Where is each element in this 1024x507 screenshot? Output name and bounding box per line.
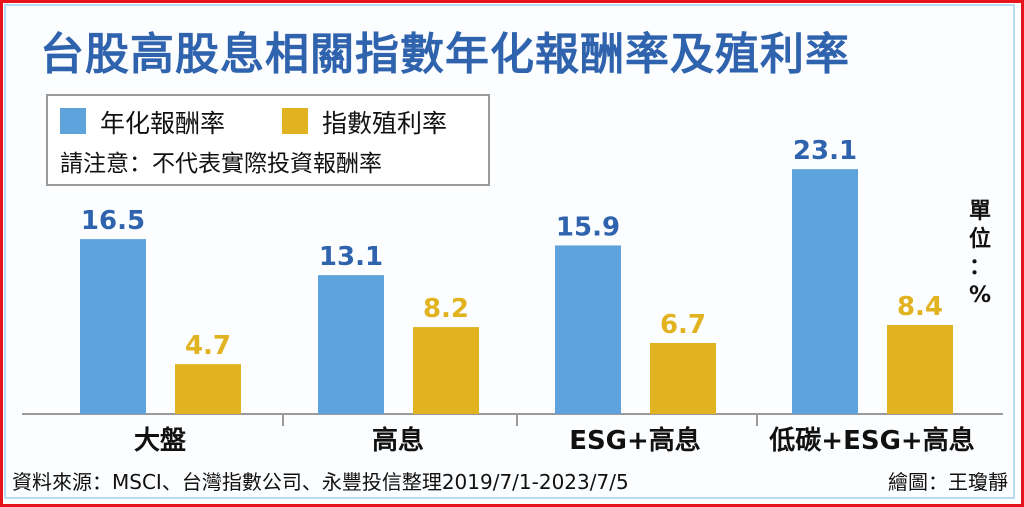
value-label: 23.1 <box>793 136 857 166</box>
bar-yield <box>650 342 716 414</box>
legend-label-dividend-yield: 指數殖利率 <box>322 109 448 138</box>
unit-char: 位 <box>968 227 991 252</box>
value-label: 13.1 <box>319 242 383 272</box>
legend: 年化報酬率 指數殖利率 請注意：不代表實際投資報酬率 <box>46 94 490 186</box>
value-label: 8.4 <box>897 292 943 322</box>
category-label: 低碳+ESG+高息 <box>768 425 974 456</box>
legend-swatch-dividend-yield <box>282 108 308 134</box>
legend-label-annual-return: 年化報酬率 <box>100 109 226 138</box>
unit-char: 單 <box>968 199 991 224</box>
value-label: 15.9 <box>556 212 620 242</box>
bar-return <box>792 169 858 414</box>
bar-yield <box>413 327 479 414</box>
bar-return <box>80 239 146 414</box>
bar-yield <box>175 364 241 414</box>
category-label: 高息 <box>372 425 424 456</box>
chart-title: 台股高股息相關指數年化報酬率及殖利率 <box>40 29 850 80</box>
value-label: 6.7 <box>660 310 706 340</box>
bar-yield <box>887 324 953 414</box>
bar-return <box>318 275 384 414</box>
unit-char: % <box>968 283 992 308</box>
source-note: 資料來源：MSCI、台灣指數公司、永豐投信整理2019/7/1-2023/7/5 <box>12 470 629 494</box>
category-label: 大盤 <box>134 426 187 456</box>
legend-note: 請注意：不代表實際投資報酬率 <box>60 151 382 177</box>
value-label: 8.2 <box>423 294 469 324</box>
value-label: 4.7 <box>185 331 231 361</box>
legend-swatch-annual-return <box>60 108 86 134</box>
unit-char: ： <box>968 255 991 280</box>
category-label: ESG+高息 <box>569 425 701 456</box>
bar-return <box>555 245 621 414</box>
value-label: 16.5 <box>81 206 145 236</box>
credit-note: 繪圖：王瓊靜 <box>888 470 1008 494</box>
unit-label: 單 位 ： % <box>966 198 994 310</box>
